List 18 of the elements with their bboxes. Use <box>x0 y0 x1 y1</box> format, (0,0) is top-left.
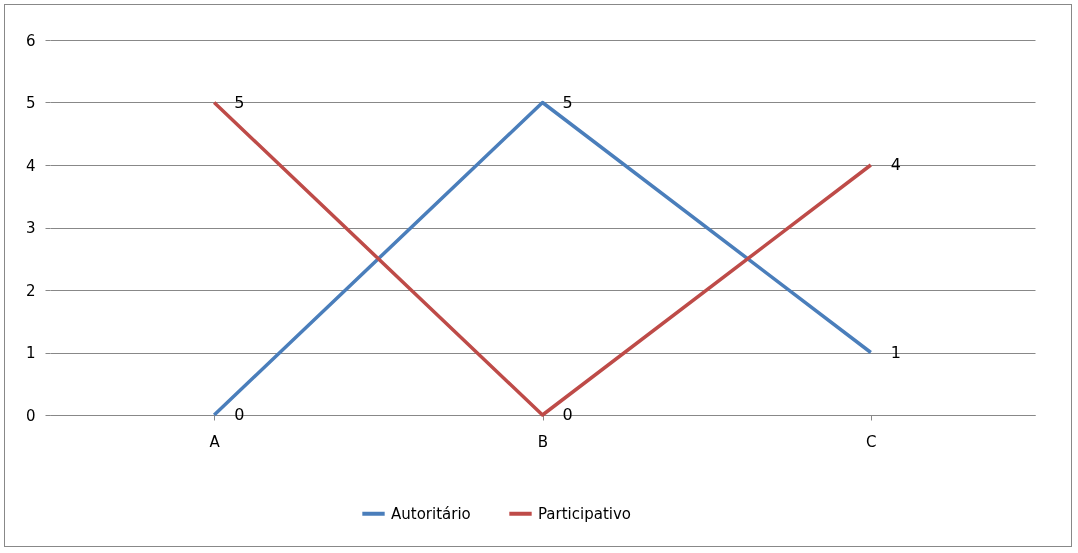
y-tick-label: 4 <box>25 156 36 175</box>
data-label: 1 <box>890 342 902 362</box>
y-tick-label: 2 <box>25 281 36 300</box>
y-tick-label: 0 <box>25 406 36 425</box>
y-tick-label: 5 <box>25 94 36 112</box>
data-label: 0 <box>234 405 245 424</box>
x-tick-label: A <box>209 432 221 451</box>
x-tick-label: B <box>537 432 549 451</box>
y-tick-label: 6 <box>25 31 36 50</box>
legend-label: Participativo <box>538 504 632 523</box>
x-tick-label: C <box>866 432 877 451</box>
y-tick-label: 1 <box>25 344 36 362</box>
legend-label: Autoritário <box>391 504 471 523</box>
y-tick-label: 3 <box>25 219 36 237</box>
data-label: 5 <box>562 92 573 112</box>
data-label: 4 <box>890 155 902 174</box>
data-label: 5 <box>234 92 245 112</box>
data-label: 0 <box>562 405 573 424</box>
